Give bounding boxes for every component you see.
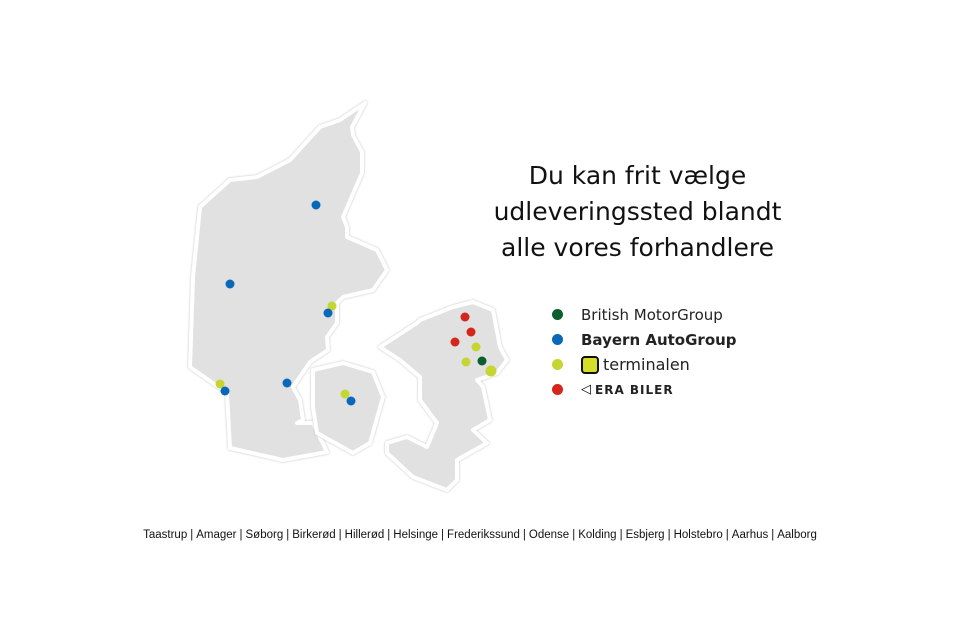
separator: |	[771, 529, 775, 541]
zealand	[378, 300, 509, 492]
separator: |	[286, 529, 290, 541]
separator: |	[239, 529, 243, 541]
dealer-marker-era-biler	[466, 327, 476, 337]
city-list: Taastrup | Amager | Søborg | Birkerød | Hillerød…	[0, 529, 960, 541]
city-name: Aarhus	[731, 529, 769, 541]
city-name: Hillerød	[344, 529, 385, 541]
era-logo-icon: ◁	[581, 382, 591, 397]
city-name: Helsinge	[393, 529, 439, 541]
jutland	[188, 101, 389, 462]
city-name: Holstebro	[673, 529, 723, 541]
dealer-marker-terminalen	[327, 301, 337, 311]
legend: British MotorGroup Bayern AutoGroup term…	[552, 302, 737, 402]
separator: |	[667, 529, 671, 541]
legend-item-terminalen: terminalen	[552, 352, 737, 377]
separator: |	[387, 529, 391, 541]
red-dot-icon	[552, 384, 563, 395]
legend-item-bayern-autogroup: Bayern AutoGroup	[552, 327, 737, 352]
lime-dot-icon	[552, 359, 563, 370]
separator: |	[572, 529, 576, 541]
city-name: Odense	[528, 529, 570, 541]
dealer-marker-terminalen	[471, 342, 481, 352]
legend-item-era-biler: ◁ ERA BILER	[552, 377, 737, 402]
dealer-marker-bayern-autogroup	[346, 396, 356, 406]
green-dot-icon	[552, 309, 563, 320]
city-name: Søborg	[245, 529, 284, 541]
funen	[311, 361, 385, 455]
dealer-marker-terminalen	[485, 365, 497, 377]
dealer-marker-bayern-autogroup	[311, 200, 321, 210]
separator: |	[190, 529, 194, 541]
legend-item-british-motorgroup: British MotorGroup	[552, 302, 737, 327]
dealer-marker-terminalen	[215, 379, 225, 389]
separator: |	[522, 529, 526, 541]
dealer-marker-era-biler	[460, 312, 470, 322]
dealer-marker-era-biler	[450, 337, 460, 347]
separator: |	[619, 529, 623, 541]
dealer-marker-terminalen	[340, 389, 350, 399]
city-name: Esbjerg	[625, 529, 665, 541]
separator: |	[725, 529, 729, 541]
dealer-marker-bayern-autogroup	[282, 378, 292, 388]
city-name: Frederikssund	[447, 529, 520, 541]
city-name: Amager	[196, 529, 237, 541]
terminalen-logo-icon	[581, 355, 599, 374]
headline: Du kan frit vælge udleveringssted blandt…	[493, 161, 782, 262]
dealer-marker-terminalen	[461, 357, 471, 367]
dealer-markers	[215, 200, 497, 406]
dealer-marker-bayern-autogroup	[225, 279, 235, 289]
city-name: Aalborg	[777, 529, 817, 541]
blue-dot-icon	[552, 334, 563, 345]
dealer-marker-british-motorgroup	[477, 356, 487, 366]
dealer-marker-bayern-autogroup	[323, 308, 333, 318]
city-name: Taastrup	[143, 529, 188, 541]
city-name: Birkerød	[292, 529, 336, 541]
city-name: Kolding	[578, 529, 617, 541]
dealer-marker-bayern-autogroup	[220, 386, 230, 396]
separator: |	[441, 529, 445, 541]
separator: |	[338, 529, 342, 541]
